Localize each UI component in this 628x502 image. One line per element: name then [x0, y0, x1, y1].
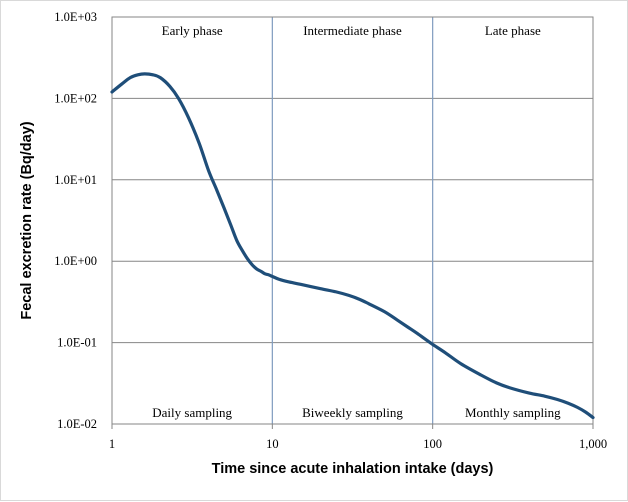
phase-label: Intermediate phase [303, 23, 402, 38]
phase-labels: Early phase Intermediate phase Late phase [162, 23, 541, 38]
phase-label: Late phase [485, 23, 541, 38]
y-axis-ticks: 1.0E-02 1.0E-01 1.0E+00 1.0E+01 1.0E+02 1.0E+… [54, 10, 97, 431]
excretion-rate-series-line [110, 72, 595, 420]
sampling-labels: Daily sampling Biweekly sampling Monthly s… [152, 405, 561, 420]
phase-label: Early phase [162, 23, 223, 38]
y-tick-label: 1.0E+03 [54, 10, 97, 24]
x-tick-label: 1,000 [579, 437, 607, 451]
y-tick-label: 1.0E-01 [57, 336, 97, 350]
y-tick-label: 1.0E+01 [54, 173, 97, 187]
x-axis-ticks: 1 10 100 1,000 [109, 424, 607, 451]
x-tick-label: 1 [109, 437, 115, 451]
sampling-label: Monthly sampling [465, 405, 561, 420]
y-axis-title: Fecal excretion rate (Bq/day) [19, 121, 35, 319]
sampling-label: Daily sampling [152, 405, 232, 420]
y-tick-label: 1.0E+02 [54, 91, 97, 105]
x-tick-label: 10 [266, 437, 279, 451]
sampling-label: Biweekly sampling [302, 405, 403, 420]
y-tick-label: 1.0E+00 [54, 254, 97, 268]
gridlines [112, 16, 593, 425]
x-axis-title: Time since acute inhalation intake (days… [212, 461, 494, 477]
plot-area-frame [111, 16, 594, 425]
series-layer [110, 72, 595, 420]
phase-dividers [271, 17, 434, 424]
x-tick-label: 100 [423, 437, 442, 451]
y-tick-label: 1.0E-02 [57, 417, 97, 431]
